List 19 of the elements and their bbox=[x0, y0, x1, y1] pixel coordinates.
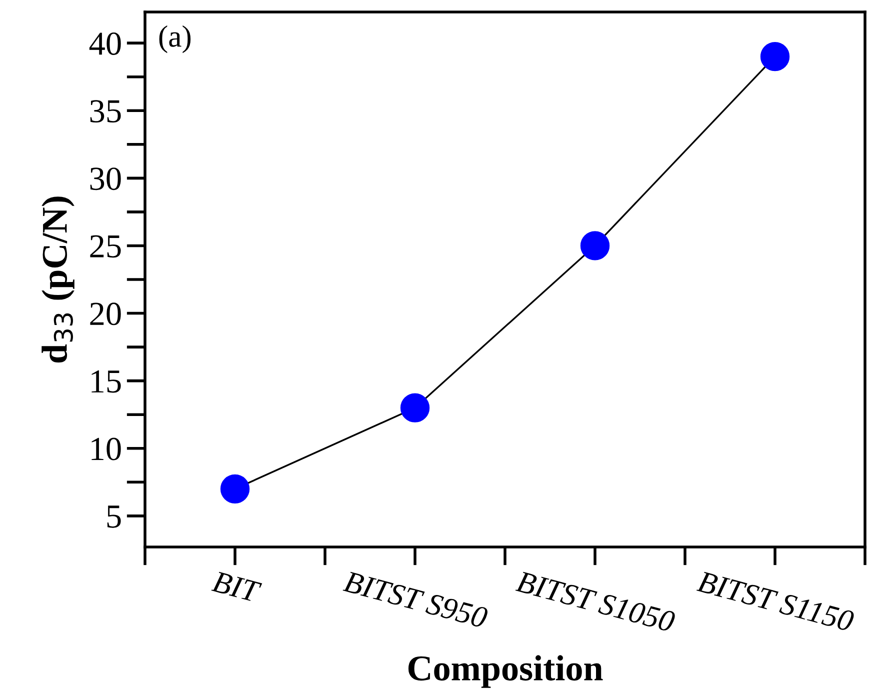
x-axis-title: Composition bbox=[408, 655, 603, 688]
y-tick-label: 5 bbox=[107, 506, 121, 528]
y-tick-label: 20 bbox=[90, 302, 121, 326]
y-tick-label: 25 bbox=[90, 235, 121, 258]
point bbox=[580, 231, 610, 260]
point bbox=[400, 393, 430, 422]
x-tick-label: BITST S950 bbox=[342, 570, 489, 628]
y-tick-label: 15 bbox=[92, 370, 121, 393]
annotation: (a) bbox=[159, 25, 191, 54]
x-tick-label: BIT bbox=[211, 571, 262, 603]
y-tick-label: 10 bbox=[92, 438, 121, 460]
y-axis-title: d$_{33}$ (pC/N) bbox=[42, 196, 74, 363]
y-tick-label: 30 bbox=[90, 168, 121, 190]
x-tick-label: BITST S1150 bbox=[696, 570, 855, 632]
x-tick-label: BITST S1050 bbox=[515, 570, 676, 632]
y-tick-label: 35 bbox=[90, 100, 121, 123]
y-tick-label: 40 bbox=[89, 32, 121, 55]
point bbox=[220, 474, 250, 504]
point bbox=[760, 42, 790, 72]
